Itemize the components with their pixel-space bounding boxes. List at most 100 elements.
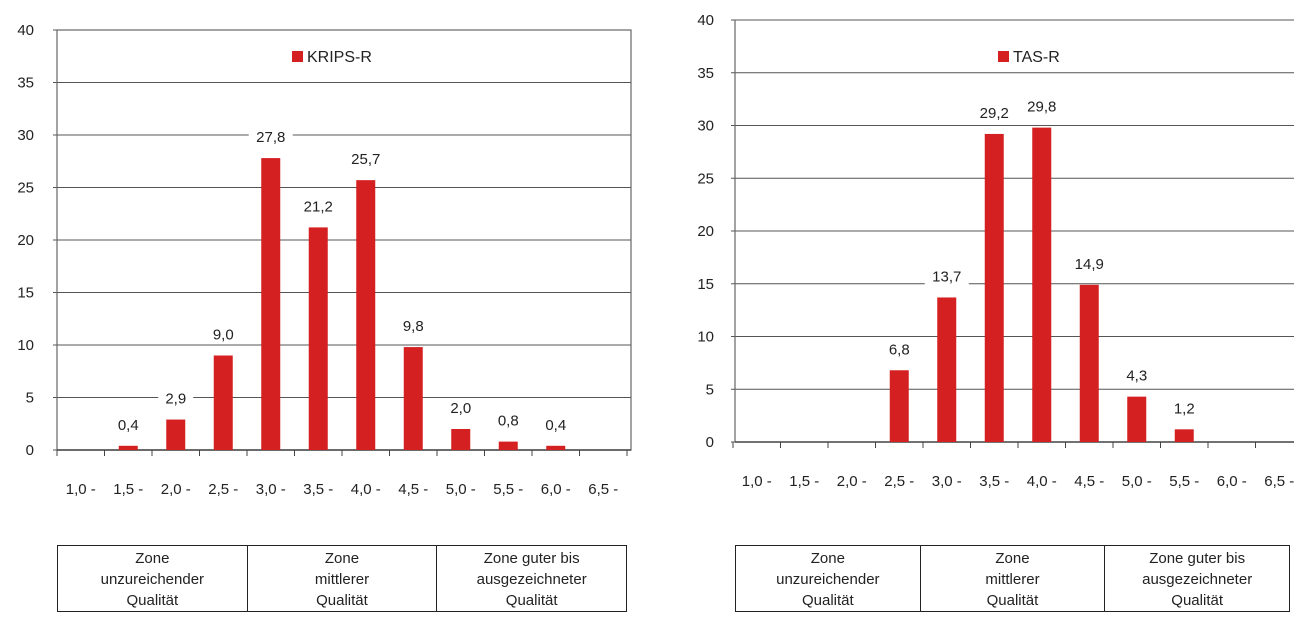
zone-high: Zone guter bis ausgezeichneter Qualität xyxy=(1104,545,1290,612)
x-tick-label: 3,5 - xyxy=(303,481,333,498)
x-tick-label: 5,0 - xyxy=(1122,473,1152,490)
y-tick-label: 30 xyxy=(17,127,34,144)
x-tick-label: 5,5 - xyxy=(493,481,523,498)
bar xyxy=(889,370,909,442)
zone-high: Zone guter bis ausgezeichneter Qualität xyxy=(436,545,627,612)
y-tick-label: 15 xyxy=(17,285,34,302)
value-label-bg xyxy=(205,324,241,345)
x-tick-label: 6,5 - xyxy=(588,481,618,498)
value-label: 13,7 xyxy=(932,268,961,285)
x-tick-label: 1,5 - xyxy=(789,473,819,490)
y-tick-label: 0 xyxy=(706,434,714,451)
value-label: 1,2 xyxy=(1174,400,1195,417)
chart-krips-r: 0 5 10 15 20 25 30 35 40 1,0 - 0,4 1,5 - 2,9 2,0 - 9,0… xyxy=(17,22,632,498)
value-label-bg xyxy=(248,127,293,148)
y-tick-label: 0 xyxy=(26,442,34,459)
zone-table-krips-r: Zone unzureichender Qualität Zone mittle… xyxy=(57,545,627,612)
value-label-bg xyxy=(343,149,388,170)
y-tick-label: 10 xyxy=(17,337,34,354)
zone-low: Zone unzureichender Qualität xyxy=(57,545,248,612)
value-label: 0,8 xyxy=(498,413,519,430)
y-tick-label: 40 xyxy=(697,12,714,29)
y-tick-label: 30 xyxy=(697,118,714,135)
bar xyxy=(1174,429,1194,442)
zone-table-tas-r: Zone unzureichender Qualität Zone mittle… xyxy=(735,545,1290,612)
value-label-bg xyxy=(1119,365,1155,386)
y-tick-label: 40 xyxy=(17,22,34,39)
bar xyxy=(166,419,186,450)
x-tick-label: 4,5 - xyxy=(398,481,428,498)
x-tick-label: 2,0 - xyxy=(161,481,191,498)
y-tick-label: 15 xyxy=(697,276,714,293)
value-label: 6,8 xyxy=(889,341,910,358)
value-label: 2,9 xyxy=(165,391,186,408)
bar xyxy=(308,227,328,450)
x-tick-label: 6,0 - xyxy=(541,481,571,498)
x-tick-label: 2,5 - xyxy=(884,473,914,490)
x-tick-label: 3,0 - xyxy=(256,481,286,498)
value-label: 0,4 xyxy=(118,417,139,434)
bar xyxy=(213,355,233,450)
bar xyxy=(498,441,518,450)
value-label: 29,2 xyxy=(980,105,1009,122)
value-label: 21,2 xyxy=(304,198,333,215)
value-label-bg xyxy=(881,339,917,360)
value-label-bg xyxy=(443,398,479,418)
x-tick-label: 1,5 - xyxy=(113,481,143,498)
value-label-bg xyxy=(296,196,341,217)
value-label-bg xyxy=(924,266,969,287)
value-label-bg xyxy=(538,414,574,435)
y-tick-label: 5 xyxy=(706,381,714,398)
x-tick-label: 5,0 - xyxy=(446,481,476,498)
chart-tas-r: 0 5 10 15 20 25 30 35 40 1,0 - 1,5 - 2,0 - 6,8 2,5 - 1… xyxy=(697,12,1294,490)
value-label-bg xyxy=(1166,398,1202,419)
x-tick-label: 2,5 - xyxy=(208,481,238,498)
y-tick-label: 10 xyxy=(697,329,714,346)
x-tick-label: 4,5 - xyxy=(1074,473,1104,490)
zone-mid: Zone mittlerer Qualität xyxy=(246,545,438,612)
bar xyxy=(1079,284,1099,442)
value-label-bg xyxy=(490,410,526,431)
value-label-bg xyxy=(1067,253,1112,274)
x-tick-label: 2,0 - xyxy=(837,473,867,490)
y-tick-label: 20 xyxy=(697,223,714,240)
bar xyxy=(403,347,423,450)
value-label-bg xyxy=(972,102,1017,123)
value-label: 0,4 xyxy=(545,417,566,434)
value-label: 14,9 xyxy=(1075,256,1104,273)
value-label-bg xyxy=(110,414,146,435)
value-label: 29,8 xyxy=(1027,99,1056,116)
zone-low: Zone unzureichender Qualität xyxy=(735,545,921,612)
value-label-bg xyxy=(158,388,194,409)
bar xyxy=(546,445,566,450)
value-label: 25,7 xyxy=(351,151,380,168)
bar xyxy=(984,133,1004,442)
x-tick-label: 1,0 - xyxy=(742,473,772,490)
y-tick-label: 5 xyxy=(26,390,34,407)
bar xyxy=(356,180,376,450)
bar xyxy=(1127,396,1147,442)
value-label: 9,0 xyxy=(213,327,234,344)
value-label: 2,0 xyxy=(450,400,471,417)
value-label-bg xyxy=(395,316,431,337)
value-label: 27,8 xyxy=(256,129,285,146)
x-tick-label: 6,0 - xyxy=(1217,473,1247,490)
x-tick-label: 1,0 - xyxy=(66,481,96,498)
y-tick-label: 35 xyxy=(17,75,34,92)
legend-label: KRIPS-R xyxy=(307,49,372,66)
x-tick-label: 3,5 - xyxy=(979,473,1009,490)
value-label-bg xyxy=(1019,96,1064,117)
x-tick-label: 6,5 - xyxy=(1264,473,1294,490)
zone-mid: Zone mittlerer Qualität xyxy=(919,545,1106,612)
bar xyxy=(937,297,957,442)
bar xyxy=(1032,127,1052,443)
bar xyxy=(118,445,138,450)
bar xyxy=(451,429,471,450)
value-label: 9,8 xyxy=(403,318,424,335)
bar xyxy=(261,158,281,450)
legend-label: TAS-R xyxy=(1013,49,1060,66)
legend-swatch xyxy=(998,51,1009,62)
x-tick-label: 4,0 - xyxy=(1027,473,1057,490)
y-tick-label: 20 xyxy=(17,232,34,249)
